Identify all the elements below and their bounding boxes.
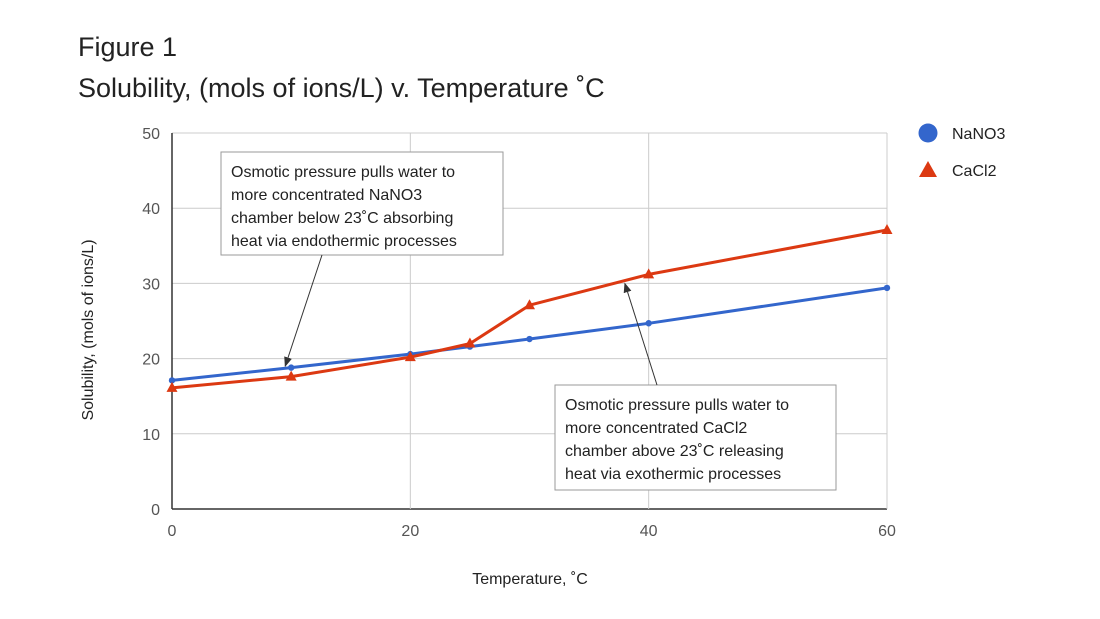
data-point-nano3 [645,320,652,327]
annotation-text-line: more concentrated CaCl2 [565,420,747,437]
annotation-1: Osmotic pressure pulls water to more conc… [220,151,504,368]
y-tick-label: 50 [142,126,160,143]
x-tick-label: 40 [640,523,658,540]
data-point-nano3 [168,377,176,384]
annotation-text-line: Osmotic pressure pulls water to [565,397,789,414]
data-point-nano3 [526,335,533,343]
data-point-nano3 [287,364,295,371]
data-point-nano3 [883,284,891,292]
annotation-text-line: chamber above 23˚C releasing [565,443,784,460]
data-point-cacl2 [464,337,476,348]
y-tick-label: 30 [142,276,160,293]
annotation-arrow [623,282,658,386]
axes: 0 10 20 30 40 50 0 20 40 60 [142,126,896,540]
series [166,224,893,392]
legend-label-nano3: NaNO3 [952,126,1005,143]
x-axis-title: Temperature, ˚C [472,571,588,588]
legend-marker-cacl2 [919,161,937,177]
data-point-cacl2 [881,224,893,235]
chart-title: Solubility, (mols of ions/L) v. Temperat… [78,73,605,103]
x-tick-label: 20 [401,523,419,540]
annotation-text-line: chamber below 23˚C absorbing [231,210,453,227]
data-point-cacl2 [404,351,416,362]
figure-label: Figure 1 [78,32,178,62]
y-tick-label: 10 [142,427,160,444]
y-tick-label: 20 [142,352,160,369]
y-tick-label: 0 [151,502,160,519]
annotation-arrow [284,254,323,368]
annotation-box [554,384,837,491]
legend-marker-nano3 [918,123,938,143]
x-tick-label: 0 [168,523,177,540]
y-tick-label: 40 [142,201,160,218]
annotation-text-line: Osmotic pressure pulls water to [231,164,455,181]
legend-label-cacl2: CaCl2 [952,163,997,180]
legend: NaNO3 CaCl2 [918,123,1005,180]
data-point-cacl2 [285,370,297,381]
annotations: Osmotic pressure pulls water to more conc… [220,151,837,491]
x-tick-label: 60 [878,523,896,540]
annotation-text-line: heat via endothermic processes [231,233,457,250]
y-axis-title: Solubility, (mols of ions/L) [80,239,97,420]
annotation-box [220,151,504,256]
annotation-text-line: more concentrated NaNO3 [231,187,422,204]
annotation-text-line: heat via exothermic processes [565,466,781,483]
annotation-2: Osmotic pressure pulls water to more conc… [554,282,837,491]
data-point-cacl2 [166,381,178,392]
data-point-cacl2 [524,299,535,310]
data-point-cacl2 [643,268,655,279]
